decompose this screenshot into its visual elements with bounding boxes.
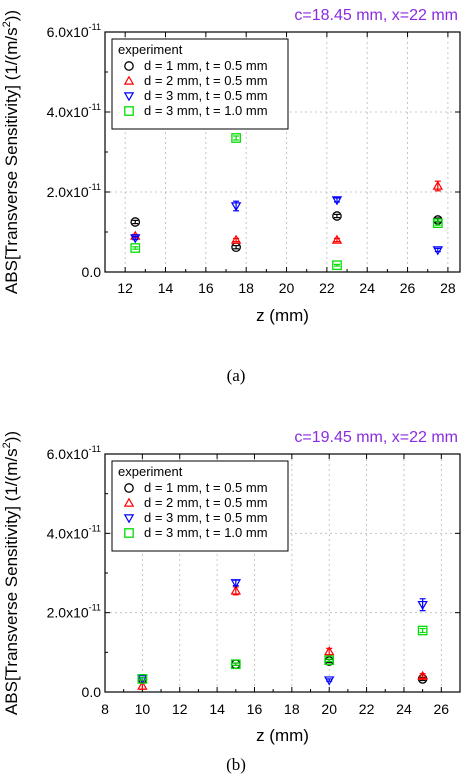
data-point bbox=[230, 585, 242, 595]
x-tick-label: 22 bbox=[319, 280, 335, 296]
x-tick-label: 8 bbox=[101, 701, 109, 717]
x-tick-label: 16 bbox=[247, 701, 263, 717]
x-tick-label: 20 bbox=[279, 280, 295, 296]
legend-title: experiment bbox=[118, 464, 183, 479]
data-point bbox=[332, 211, 342, 221]
legend-marker bbox=[124, 483, 134, 493]
legend-entry: d = 3 mm, t = 1.0 mm bbox=[144, 103, 268, 118]
x-tick-label: 26 bbox=[434, 701, 450, 717]
data-point bbox=[230, 659, 241, 670]
legend-entry: d = 2 mm, t = 0.5 mm bbox=[144, 73, 268, 88]
y-tick-label: 0.0 bbox=[82, 264, 102, 280]
x-tick-label: 26 bbox=[400, 280, 416, 296]
figure-caption: (b) bbox=[226, 755, 246, 774]
data-point bbox=[417, 670, 428, 680]
x-tick-label: 24 bbox=[359, 280, 375, 296]
x-tick-label: 16 bbox=[198, 280, 214, 296]
legend-marker bbox=[123, 92, 135, 102]
x-tick-label: 20 bbox=[321, 701, 337, 717]
y-tick-label: 4.0x10-11 bbox=[47, 102, 101, 120]
data-point bbox=[130, 234, 141, 244]
chart-panel: 12 14 16 18 20 22 24 26 28 0.0 2.0x10-11 4.0x10-11 6… bbox=[1, 7, 461, 385]
y-axis-title: ABS[Transverse Sensitivity] (1/(m/s2)) bbox=[1, 10, 21, 294]
data-point bbox=[230, 202, 242, 212]
x-axis-title: z (mm) bbox=[256, 306, 309, 325]
legend-entry: d = 3 mm, t = 0.5 mm bbox=[144, 88, 268, 103]
data-point bbox=[331, 196, 343, 206]
y-tick-label: 2.0x10-11 bbox=[47, 182, 101, 200]
y-tick-label: 2.0x10-11 bbox=[47, 603, 101, 621]
legend-box bbox=[111, 38, 289, 130]
x-tick-label: 14 bbox=[209, 701, 225, 717]
legend-entry: d = 2 mm, t = 0.5 mm bbox=[144, 495, 268, 510]
chart-panel: 8 10 12 14 16 18 20 22 24 26 0.0 2.0x10-11 4.0x10-11… bbox=[1, 429, 461, 774]
data-point bbox=[417, 625, 428, 636]
data-point bbox=[432, 218, 443, 229]
data-point bbox=[323, 646, 335, 656]
x-tick-label: 18 bbox=[284, 701, 300, 717]
chart-title: c=19.45 mm, x=22 mm bbox=[294, 429, 458, 446]
legend-box bbox=[111, 460, 289, 552]
legend-marker bbox=[124, 106, 134, 116]
data-point bbox=[230, 234, 242, 244]
data-point bbox=[231, 133, 241, 143]
data-point bbox=[331, 234, 343, 244]
y-tick-label: 4.0x10-11 bbox=[47, 523, 101, 541]
legend-entry: d = 1 mm, t = 0.5 mm bbox=[144, 58, 268, 73]
legend-title: experiment bbox=[118, 42, 183, 57]
y-tick-label: 0.0 bbox=[82, 684, 102, 700]
x-tick-label: 24 bbox=[396, 701, 412, 717]
data-point bbox=[332, 260, 342, 271]
x-tick-label: 22 bbox=[359, 701, 375, 717]
y-tick-label: 6.0x10-11 bbox=[47, 22, 101, 40]
figure-caption: (a) bbox=[227, 366, 246, 385]
data-point bbox=[230, 579, 242, 589]
x-tick-label: 18 bbox=[238, 280, 254, 296]
x-tick-label: 10 bbox=[135, 701, 151, 717]
x-tick-label: 12 bbox=[117, 280, 133, 296]
data-point bbox=[432, 180, 444, 190]
data-point bbox=[432, 246, 444, 256]
data-point bbox=[417, 600, 428, 611]
legend-entry: d = 3 mm, t = 0.5 mm bbox=[144, 510, 268, 525]
y-axis-title: ABS[Transverse Sensitivity] (1/(m/s2)) bbox=[1, 431, 21, 715]
x-tick-label: 12 bbox=[172, 701, 188, 717]
legend-marker bbox=[123, 75, 135, 85]
data-point bbox=[323, 676, 335, 686]
legend-entry: d = 1 mm, t = 0.5 mm bbox=[144, 480, 268, 495]
data-point bbox=[324, 655, 335, 666]
data-point bbox=[137, 680, 148, 690]
x-axis-title: z (mm) bbox=[256, 726, 309, 745]
data-point bbox=[137, 675, 148, 685]
legend-marker bbox=[123, 514, 135, 524]
legend-marker bbox=[124, 528, 134, 538]
legend-entry: d = 3 mm, t = 1.0 mm bbox=[144, 525, 268, 540]
x-tick-label: 28 bbox=[440, 280, 456, 296]
x-tick-label: 14 bbox=[158, 280, 174, 296]
data-point bbox=[130, 243, 141, 253]
data-point bbox=[137, 674, 148, 684]
legend-marker bbox=[123, 497, 135, 507]
data-point bbox=[130, 217, 141, 227]
legend-marker bbox=[124, 61, 134, 71]
chart-title: c=18.45 mm, x=22 mm bbox=[294, 7, 458, 24]
y-tick-label: 6.0x10-11 bbox=[47, 444, 101, 462]
